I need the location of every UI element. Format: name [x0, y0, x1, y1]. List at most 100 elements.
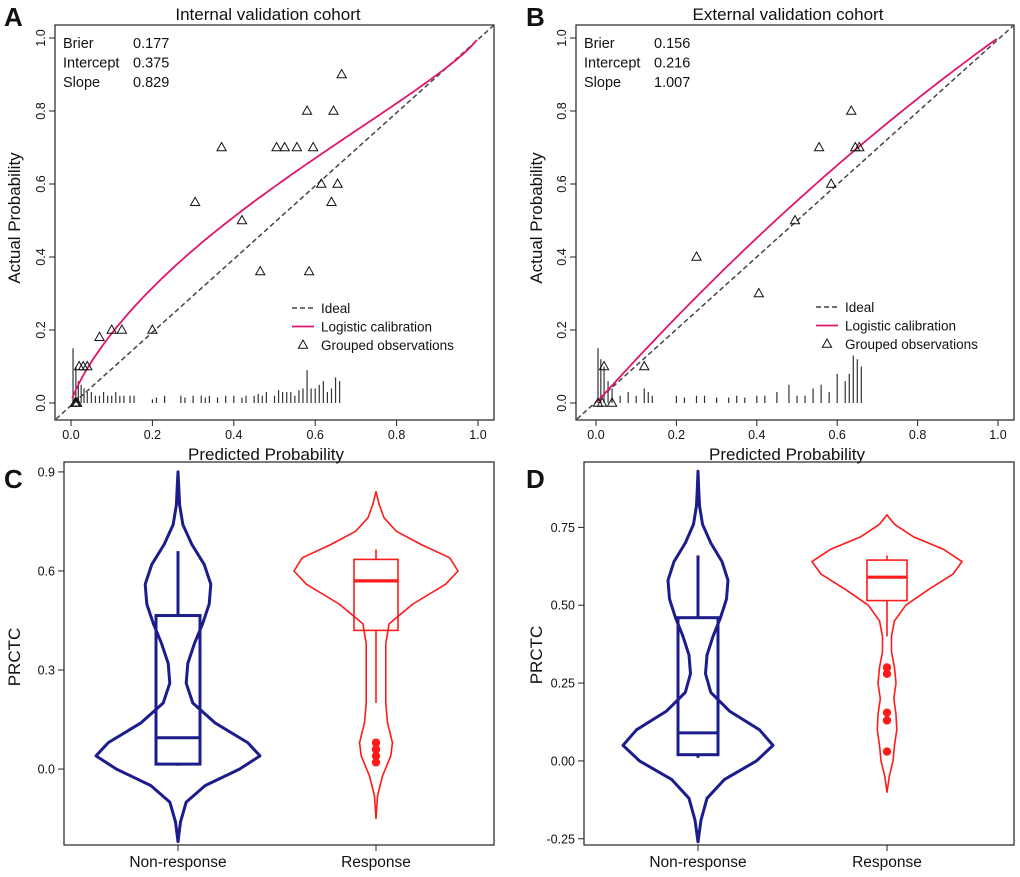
- logistic-calibration-curve: [596, 38, 998, 403]
- grouped-observation-marker: [236, 214, 248, 225]
- x-tick-label: 0.0: [587, 428, 604, 442]
- stat-value: 0.177: [133, 36, 169, 52]
- panel-c-plot: 0.0 0.3 0.6 0.9: [38, 461, 495, 851]
- panel-a: A Internal validation cohort 0.0 0.2 0.4 0.…: [4, 2, 495, 464]
- plot-frame: [63, 461, 495, 846]
- y-tick-label: 0.0: [555, 394, 569, 411]
- stat-value: 0.156: [654, 36, 690, 52]
- plot-frame: [54, 24, 495, 421]
- ideal-line: [55, 25, 494, 420]
- y-tick-label: 1.0: [555, 29, 569, 46]
- grouped-observation-marker: [307, 141, 319, 152]
- grouped-observation-marker: [789, 214, 801, 225]
- grouped-observation-marker: [326, 196, 337, 206]
- y-tick-label: 0.0: [34, 394, 48, 411]
- outlier-point: [371, 758, 381, 767]
- logistic-calibration-curve: [71, 39, 478, 400]
- y-tick-label: -0.25: [547, 832, 576, 846]
- y-tick-label: 0.2: [34, 321, 48, 338]
- grouped-observation-marker: [116, 323, 128, 334]
- y-tick-label: 0.6: [38, 564, 55, 578]
- y-tick-label: 0.9: [38, 465, 55, 479]
- outlier-point: [882, 669, 892, 678]
- violin-outline: [621, 469, 775, 844]
- panel-b-x-axis-title: Predicted Probability: [709, 445, 865, 464]
- legend-label: Ideal: [321, 301, 350, 316]
- panel-b-title: External validation cohort: [693, 5, 884, 24]
- panel-d-y-axis-title: PRCTC: [527, 626, 546, 685]
- grouped-observation-marker: [845, 104, 857, 115]
- plot-frame: [583, 461, 1015, 846]
- y-tick-label: 0.8: [34, 102, 48, 119]
- violin-outline: [811, 514, 963, 793]
- x-tick-label: 0.2: [668, 428, 685, 442]
- legend-grouped-swatch: [821, 337, 833, 348]
- panel-c: C 0.0 0.3 0.6 0.9 PRCTC Non-response Respon…: [4, 461, 495, 871]
- y-tick-label: 0.8: [555, 102, 569, 119]
- outlier-point: [371, 738, 381, 747]
- legend-label: Ideal: [845, 300, 874, 315]
- stat-value: 0.216: [654, 56, 690, 72]
- panel-letter-d: D: [526, 464, 545, 494]
- box-iqr: [676, 616, 720, 757]
- grouped-observation-marker: [301, 104, 313, 115]
- outlier-point: [882, 663, 892, 672]
- grouped-observation-marker: [813, 141, 825, 152]
- x-tick-label: 0.8: [909, 428, 926, 442]
- x-tick-label: 0.6: [307, 428, 324, 442]
- outlier-point: [371, 751, 381, 761]
- y-tick-label: 0.00: [551, 754, 575, 768]
- grouped-observation-marker: [71, 396, 83, 407]
- panel-b-y-axis-title: Actual Probability: [527, 152, 546, 284]
- y-tick-label: 0.25: [551, 677, 575, 691]
- panel-c-category-label: Response: [341, 854, 411, 871]
- panel-b-plot: 0.0 0.2 0.4 0.6 0.8 1.0 0.0 0.2 0.4 0.6 0.8 1.0 Brie…: [555, 24, 1015, 442]
- x-tick-label: 0.2: [144, 428, 161, 442]
- panel-a-title: Internal validation cohort: [175, 5, 361, 24]
- x-tick-label: 0.4: [748, 428, 765, 442]
- grouped-observation-marker: [598, 360, 610, 371]
- grouped-observation-marker: [81, 360, 93, 371]
- panel-a-x-axis-title: Predicted Probability: [188, 445, 344, 464]
- box-iqr: [866, 559, 908, 602]
- grouped-observation-marker: [216, 141, 228, 152]
- grouped-observation-marker: [106, 323, 118, 334]
- panel-d-plot: -0.25 0.00 0.25 0.50 0.75: [547, 461, 1015, 851]
- stat-label: Slope: [584, 75, 621, 91]
- ideal-line: [576, 25, 1014, 420]
- y-tick-label: 0.0: [38, 763, 55, 777]
- panel-letter-b: B: [526, 2, 545, 32]
- grouped-observation-marker: [291, 141, 303, 152]
- panel-b: B External validation cohort 0.0 0.2 0.4 0.…: [526, 2, 1015, 464]
- legend-grouped-swatch: [297, 338, 309, 349]
- outlier-point: [882, 708, 892, 717]
- box-iqr: [353, 558, 399, 632]
- outlier-point: [882, 747, 892, 756]
- stat-label: Intercept: [584, 56, 640, 72]
- legend-label: Logistic calibration: [845, 319, 956, 334]
- grouped-observation-marker: [596, 396, 608, 407]
- panel-a-y-axis-title: Actual Probability: [5, 152, 24, 284]
- grouped-observation-marker: [315, 177, 327, 188]
- grouped-observation-marker: [328, 104, 339, 115]
- y-tick-label: 0.75: [551, 521, 575, 535]
- panel-letter-a: A: [4, 2, 23, 32]
- x-tick-label: 0.6: [829, 428, 846, 442]
- grouped-observation-marker: [279, 141, 291, 152]
- grouped-observation-marker: [853, 141, 865, 152]
- grouped-observation-marker: [825, 177, 837, 188]
- violin-outline: [94, 470, 262, 844]
- x-tick-label: 1.0: [469, 428, 486, 442]
- grouped-observation-marker: [638, 360, 650, 371]
- grouped-observation-marker: [332, 177, 344, 188]
- stat-value: 0.375: [133, 56, 169, 72]
- grouped-observation-marker: [271, 141, 282, 152]
- stat-value: 1.007: [654, 75, 690, 91]
- y-tick-label: 0.4: [34, 248, 48, 265]
- x-tick-label: 1.0: [989, 428, 1006, 442]
- grouped-observation-marker: [606, 396, 618, 407]
- y-tick-label: 0.6: [34, 175, 48, 192]
- legend-label: Logistic calibration: [321, 320, 432, 335]
- outlier-point: [882, 716, 892, 725]
